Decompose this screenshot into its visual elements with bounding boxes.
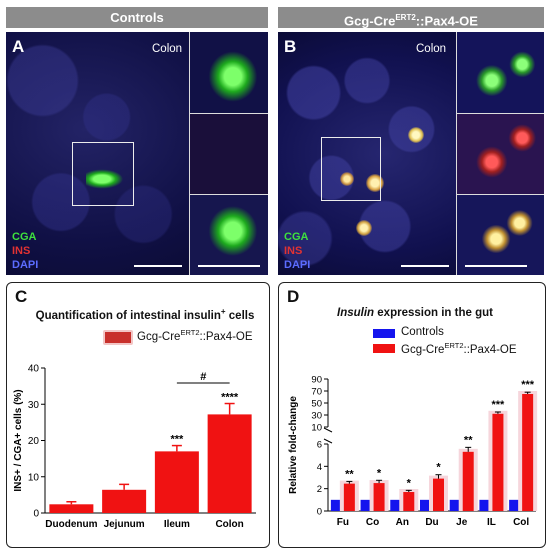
d-y-tick-label: 6	[317, 440, 322, 451]
d-axis-break	[323, 438, 333, 444]
panel-letter-a: A	[12, 37, 25, 56]
legend-swatch-c	[103, 330, 133, 345]
zoom-cga	[190, 32, 268, 113]
d-y-tick-label: 70	[311, 387, 322, 398]
d-bar	[449, 499, 461, 511]
d-bar	[462, 451, 474, 511]
d-bar	[479, 499, 491, 511]
zoom-merge-b	[457, 195, 544, 275]
c-y-tick-label: 20	[28, 436, 40, 447]
inset-box	[72, 142, 134, 206]
d-significance: *	[377, 467, 382, 479]
d-bar	[403, 492, 415, 511]
c-x-tick-label: Ileum	[164, 519, 190, 530]
d-bar	[390, 499, 402, 511]
scale-bar	[134, 265, 182, 267]
d-bar	[433, 478, 444, 511]
zoom-ins	[190, 114, 268, 194]
c-significance: ***	[170, 434, 184, 446]
d-significance: **	[464, 434, 473, 446]
chart-d-frame	[278, 282, 546, 548]
d-significance: *	[407, 477, 412, 489]
chart-c-title: Quantification of intestinal insulin+ ce…	[35, 307, 255, 322]
c-bar	[207, 414, 252, 513]
c-y-tick-label: 10	[28, 472, 40, 483]
d-y-axis-label: Relative fold-change	[288, 396, 299, 494]
region-label-a: Colon	[152, 43, 183, 55]
chart-d-title: Insulin expression in the gut	[337, 307, 493, 319]
c-x-tick-label: Jejunum	[104, 519, 145, 530]
c-y-tick-label: 0	[33, 509, 39, 520]
c-bar	[102, 489, 147, 513]
d-y-tick-label: 2	[317, 484, 322, 495]
legend-cga: CGA	[12, 231, 37, 243]
scale-bar-zoom-b	[465, 265, 527, 267]
d-x-tick-label: Je	[456, 517, 468, 528]
legend-label-pax4: Gcg-CreERT2::Pax4-OE	[401, 341, 517, 356]
panel-letter-b: B	[284, 37, 297, 56]
d-bar	[330, 499, 342, 511]
legend-ins: INS	[12, 245, 31, 257]
scale-bar-zoom	[198, 265, 260, 267]
d-x-tick-label: Du	[425, 517, 438, 528]
d-y-tick-label: 10	[311, 423, 322, 434]
legend-dapi: DAPI	[12, 259, 39, 271]
legend-label-controls: Controls	[401, 326, 444, 338]
cga-cell-highlight	[86, 168, 126, 190]
zoom-ins-b	[457, 114, 544, 194]
d-x-tick-label: Fu	[337, 517, 349, 528]
d-significance: ***	[521, 379, 535, 391]
micrograph-pax4: B Colon CGA INS DAPI	[278, 32, 544, 275]
region-label-b: Colon	[416, 43, 447, 55]
legend-swatch-pax4	[373, 344, 395, 353]
d-bar	[360, 499, 372, 511]
chart-c-frame	[6, 282, 270, 548]
c-bar	[49, 504, 94, 513]
panel-letter-d: D	[287, 287, 300, 306]
legend-cga-b: CGA	[284, 231, 309, 243]
legend-dapi-b: DAPI	[284, 259, 311, 271]
scale-bar-b	[401, 265, 449, 267]
d-x-tick-label: Col	[513, 517, 529, 528]
d-y-tick-label: 50	[311, 399, 322, 410]
d-bar	[373, 483, 385, 511]
d-x-tick-label: An	[396, 517, 409, 528]
c-y-axis-label: INS+ / CGA+ cells (%)	[13, 389, 24, 491]
zoom-cga-b	[457, 32, 544, 113]
d-x-tick-label: IL	[487, 517, 496, 528]
c-y-tick-label: 40	[28, 364, 40, 375]
d-y-tick-label: 90	[311, 375, 322, 386]
d-y-tick-label: 0	[317, 507, 322, 518]
d-axis-break	[323, 427, 333, 433]
c-x-tick-label: Duodenum	[45, 519, 97, 530]
d-x-tick-label: Co	[366, 517, 379, 528]
chart-c-plot: 0 10 20 30 40 INS+ / CGA+ cells (%) Duodenum Je…	[13, 364, 256, 530]
inset-box-b	[321, 137, 381, 201]
d-y-tick-label: 4	[317, 462, 322, 473]
c-y-tick-label: 30	[28, 400, 40, 411]
pax4-header: Gcg-CreERT2::Pax4-OE	[278, 7, 544, 28]
d-bar	[343, 483, 355, 511]
controls-header: Controls	[6, 7, 268, 28]
d-bar	[522, 394, 534, 511]
panel-letter-c: C	[15, 287, 28, 306]
c-bracket-label: #	[200, 371, 206, 383]
d-significance: *	[436, 462, 441, 474]
d-significance: **	[345, 468, 354, 480]
d-y-tick-label: 30	[311, 411, 322, 422]
d-significance: ***	[492, 399, 506, 411]
legend-label-c: Gcg-CreERT2::Pax4-OE	[137, 328, 253, 343]
d-bar	[492, 413, 504, 511]
micrograph-controls: A Colon CGA INS DAPI	[6, 32, 268, 275]
legend-swatch-controls	[373, 329, 395, 338]
legend-ins-b: INS	[284, 245, 303, 257]
c-significance: ****	[221, 392, 239, 404]
zoom-merge	[190, 195, 268, 275]
d-bar	[509, 499, 521, 511]
c-bar	[154, 451, 199, 513]
c-x-tick-label: Colon	[215, 519, 243, 530]
d-bar	[420, 499, 431, 511]
